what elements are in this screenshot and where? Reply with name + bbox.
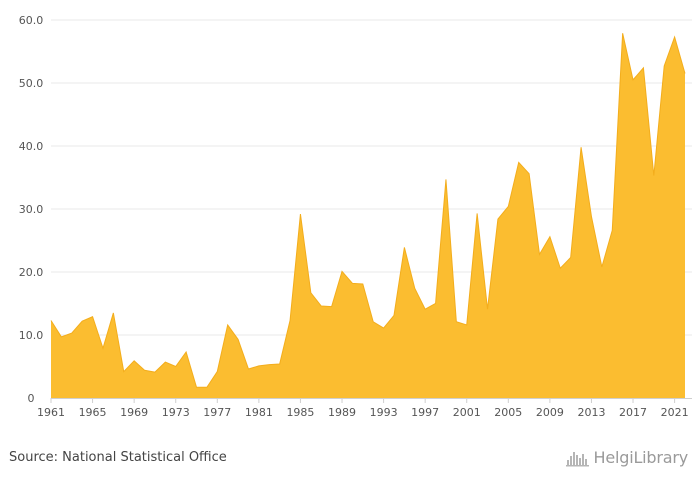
- data-point: [59, 335, 63, 339]
- data-point: [454, 320, 458, 324]
- data-point: [184, 350, 188, 354]
- y-tick-label: 20.0: [19, 266, 44, 279]
- data-point: [246, 367, 250, 371]
- data-point: [122, 370, 126, 374]
- data-point: [392, 313, 396, 317]
- data-point: [143, 368, 147, 372]
- x-tick-label: 1973: [162, 406, 190, 419]
- data-point: [537, 252, 541, 256]
- data-point: [413, 286, 417, 290]
- data-point: [558, 266, 562, 270]
- data-point: [101, 346, 105, 350]
- data-point: [91, 315, 95, 319]
- y-tick-label: 40.0: [19, 140, 44, 153]
- data-point: [382, 326, 386, 330]
- brand-name: HelgiLibrary: [593, 448, 689, 467]
- data-point: [132, 359, 136, 363]
- data-point: [486, 307, 490, 311]
- data-point: [205, 385, 209, 389]
- data-point: [195, 385, 199, 389]
- data-point: [496, 217, 500, 221]
- x-tick-label: 1985: [286, 406, 314, 419]
- data-point: [288, 319, 292, 323]
- data-point: [579, 145, 583, 149]
- data-point: [236, 337, 240, 341]
- data-point: [361, 282, 365, 286]
- helgi-library-logo-icon: [565, 451, 589, 466]
- data-point: [340, 269, 344, 273]
- x-tick-label: 2005: [494, 406, 522, 419]
- data-point: [683, 72, 687, 76]
- data-point: [423, 307, 427, 311]
- x-tick-label: 1961: [37, 406, 65, 419]
- data-point: [641, 66, 645, 70]
- data-point: [444, 177, 448, 181]
- data-point: [215, 370, 219, 374]
- x-tick-label: 1965: [79, 406, 107, 419]
- data-point: [673, 35, 677, 39]
- data-point: [226, 323, 230, 327]
- x-tick-label: 2009: [536, 406, 564, 419]
- series-line: [50, 33, 686, 388]
- data-point: [371, 320, 375, 324]
- y-tick-label: 10.0: [19, 329, 44, 342]
- y-tick-label: 0: [28, 392, 35, 405]
- x-tick-label: 2013: [577, 406, 605, 419]
- data-point: [257, 364, 261, 368]
- data-point: [517, 160, 521, 164]
- data-point: [631, 78, 635, 82]
- data-point: [589, 215, 593, 219]
- data-point: [402, 245, 406, 249]
- data-point: [319, 304, 323, 308]
- data-point: [309, 291, 313, 295]
- data-point: [465, 323, 469, 327]
- data-point: [652, 174, 656, 178]
- x-tick-label: 2001: [453, 406, 481, 419]
- data-point: [569, 256, 573, 260]
- y-tick-label: 60.0: [19, 14, 44, 27]
- data-point: [621, 31, 625, 35]
- series-area: [51, 33, 685, 398]
- x-tick-label: 1993: [370, 406, 398, 419]
- series-area-layer: [49, 31, 687, 398]
- data-point: [548, 235, 552, 239]
- data-point: [475, 211, 479, 215]
- data-point: [298, 212, 302, 216]
- data-point: [600, 265, 604, 269]
- data-point: [49, 319, 53, 323]
- x-tick-label: 1977: [203, 406, 231, 419]
- data-point: [330, 305, 334, 309]
- data-point: [174, 365, 178, 369]
- data-point: [434, 302, 438, 306]
- data-point: [111, 311, 115, 315]
- x-tick-label: 1989: [328, 406, 356, 419]
- y-tick-label: 30.0: [19, 203, 44, 216]
- data-point: [70, 331, 74, 335]
- x-tick-label: 2017: [619, 406, 647, 419]
- data-point: [527, 172, 531, 176]
- data-point: [163, 360, 167, 364]
- axes: 0 10.0 20.0 30.0 40.0 50.0 60.0 1961 1965 1969 197…: [19, 14, 692, 419]
- x-tick-label: 1981: [245, 406, 273, 419]
- data-point: [506, 204, 510, 208]
- x-tick-label: 1997: [411, 406, 439, 419]
- brand-logo[interactable]: HelgiLibrary: [565, 448, 689, 467]
- data-point: [267, 363, 271, 367]
- x-tick-label: 2021: [661, 406, 689, 419]
- data-point: [153, 370, 157, 374]
- data-point: [278, 362, 282, 366]
- data-point: [662, 64, 666, 68]
- y-tick-label: 50.0: [19, 77, 44, 90]
- x-tick-label: 1969: [120, 406, 148, 419]
- data-point: [610, 228, 614, 232]
- source-note: Source: National Statistical Office: [9, 450, 227, 465]
- data-point: [350, 281, 354, 285]
- data-point: [80, 319, 84, 323]
